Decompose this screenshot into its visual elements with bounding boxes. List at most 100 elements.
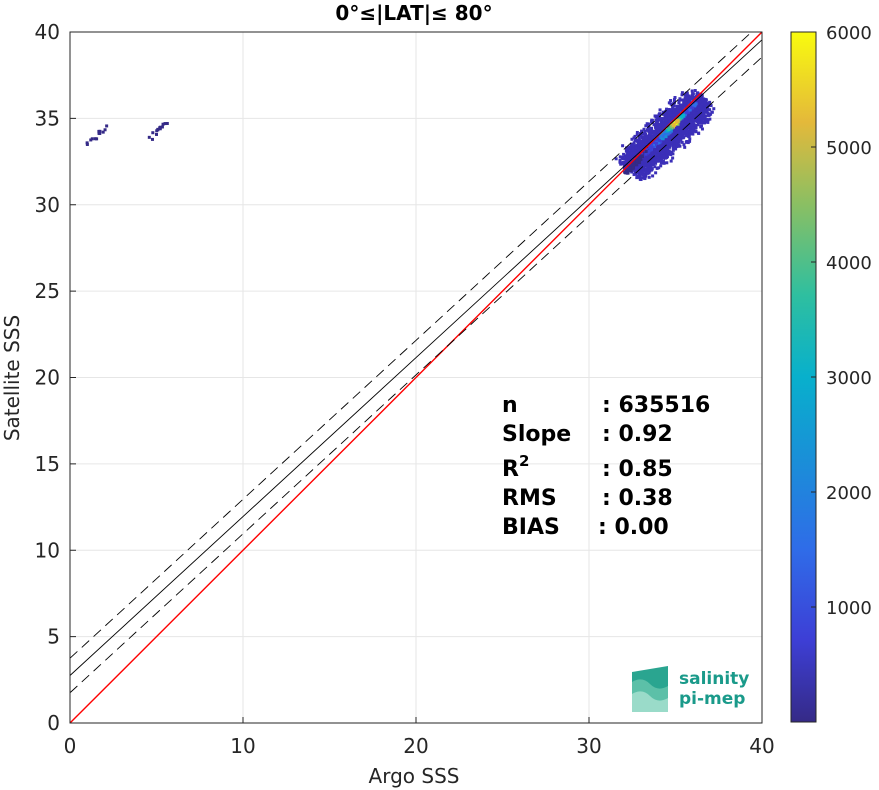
density-cell xyxy=(675,132,679,136)
density-cell xyxy=(691,132,695,136)
density-cell xyxy=(657,147,661,151)
density-cell xyxy=(668,143,672,147)
fit-lines xyxy=(69,31,763,724)
density-cell xyxy=(676,106,680,110)
density-cell xyxy=(641,142,645,146)
density-cell xyxy=(696,123,700,127)
density-cell xyxy=(676,137,680,141)
density-cell xyxy=(670,111,674,115)
x-tick-label: 40 xyxy=(749,734,774,758)
density-cell xyxy=(623,170,627,174)
density-cell xyxy=(636,150,640,154)
regression-upper-line xyxy=(69,31,752,659)
density-cell xyxy=(693,89,697,93)
density-cell xyxy=(701,120,705,124)
density-cell xyxy=(646,127,650,131)
density-cell xyxy=(685,93,689,97)
density-cell xyxy=(637,166,641,170)
density-cell xyxy=(643,159,647,163)
density-cell xyxy=(635,133,639,137)
density-cell xyxy=(629,146,633,150)
density-cell xyxy=(668,145,672,149)
density-cell xyxy=(694,102,698,106)
density-cell xyxy=(158,126,162,130)
density-cell xyxy=(654,161,658,165)
density-cell xyxy=(708,108,712,112)
density-cell xyxy=(98,132,102,136)
density-cell xyxy=(666,131,670,135)
density-cell xyxy=(699,97,703,101)
density-cell xyxy=(640,145,644,149)
density-cell xyxy=(633,139,637,143)
density-cell xyxy=(648,145,652,149)
density-cell xyxy=(686,110,690,114)
density-cell xyxy=(667,128,671,132)
density-cell xyxy=(680,91,684,95)
density-cell xyxy=(709,104,713,108)
density-cell xyxy=(669,153,673,157)
density-cell xyxy=(645,141,649,145)
density-cell xyxy=(673,127,677,131)
y-tick-label: 35 xyxy=(35,106,60,130)
stat-rms-value: : 0.38 xyxy=(602,486,673,511)
density-cell xyxy=(656,125,660,129)
density-cell xyxy=(680,93,684,97)
density-cell xyxy=(648,129,652,133)
density-cell xyxy=(648,154,652,158)
density-cell xyxy=(662,161,666,165)
density-cell xyxy=(709,112,713,116)
y-tick-label: 0 xyxy=(47,711,60,735)
density-cell xyxy=(661,134,665,138)
density-cell xyxy=(635,159,639,163)
density-cell xyxy=(645,148,649,152)
density-cell xyxy=(691,92,695,96)
density-cell xyxy=(667,142,671,146)
density-cell xyxy=(635,163,639,167)
x-axis-ticks: 0 10 20 30 40 xyxy=(64,717,775,758)
density-cell xyxy=(704,103,708,107)
stat-bias-label: BIAS xyxy=(502,515,560,540)
density-cell xyxy=(634,148,638,152)
density-cell xyxy=(641,170,645,174)
logo-line1: salinity xyxy=(679,669,749,689)
density-cell xyxy=(658,126,662,130)
density-cell xyxy=(692,114,696,118)
density-cell xyxy=(672,104,676,108)
density-cell xyxy=(675,139,679,143)
density-cell xyxy=(650,151,654,155)
density-cell xyxy=(669,110,673,114)
y-tick-label: 30 xyxy=(35,193,60,217)
density-cell xyxy=(634,151,638,155)
density-cell xyxy=(634,146,638,150)
density-cell xyxy=(645,171,649,175)
density-cell xyxy=(161,122,165,126)
density-cell xyxy=(621,155,625,159)
density-cell xyxy=(669,140,673,144)
density-cell xyxy=(691,108,695,112)
density-cell xyxy=(640,162,644,166)
density-cell xyxy=(625,171,629,175)
density-cell xyxy=(690,110,694,114)
density-cell xyxy=(655,145,659,149)
density-cell xyxy=(647,149,651,153)
density-cell xyxy=(699,104,703,108)
density-cell xyxy=(699,92,703,96)
density-cell xyxy=(656,153,660,157)
density-cell xyxy=(643,176,647,180)
density-cell xyxy=(638,163,642,167)
density-cell xyxy=(701,115,705,119)
density-cell xyxy=(151,131,155,135)
density-cell xyxy=(642,127,646,131)
density-cell xyxy=(656,127,660,131)
density-cell xyxy=(89,138,93,142)
density-cell xyxy=(651,161,655,165)
density-cell xyxy=(98,129,102,133)
density-cell xyxy=(666,146,670,150)
density-cell xyxy=(673,137,677,141)
density-cell xyxy=(660,148,664,152)
density-cell xyxy=(653,165,657,169)
density-cell xyxy=(635,176,639,180)
density-cell xyxy=(685,108,689,112)
density-cell xyxy=(657,141,661,145)
density-cell xyxy=(702,101,706,105)
